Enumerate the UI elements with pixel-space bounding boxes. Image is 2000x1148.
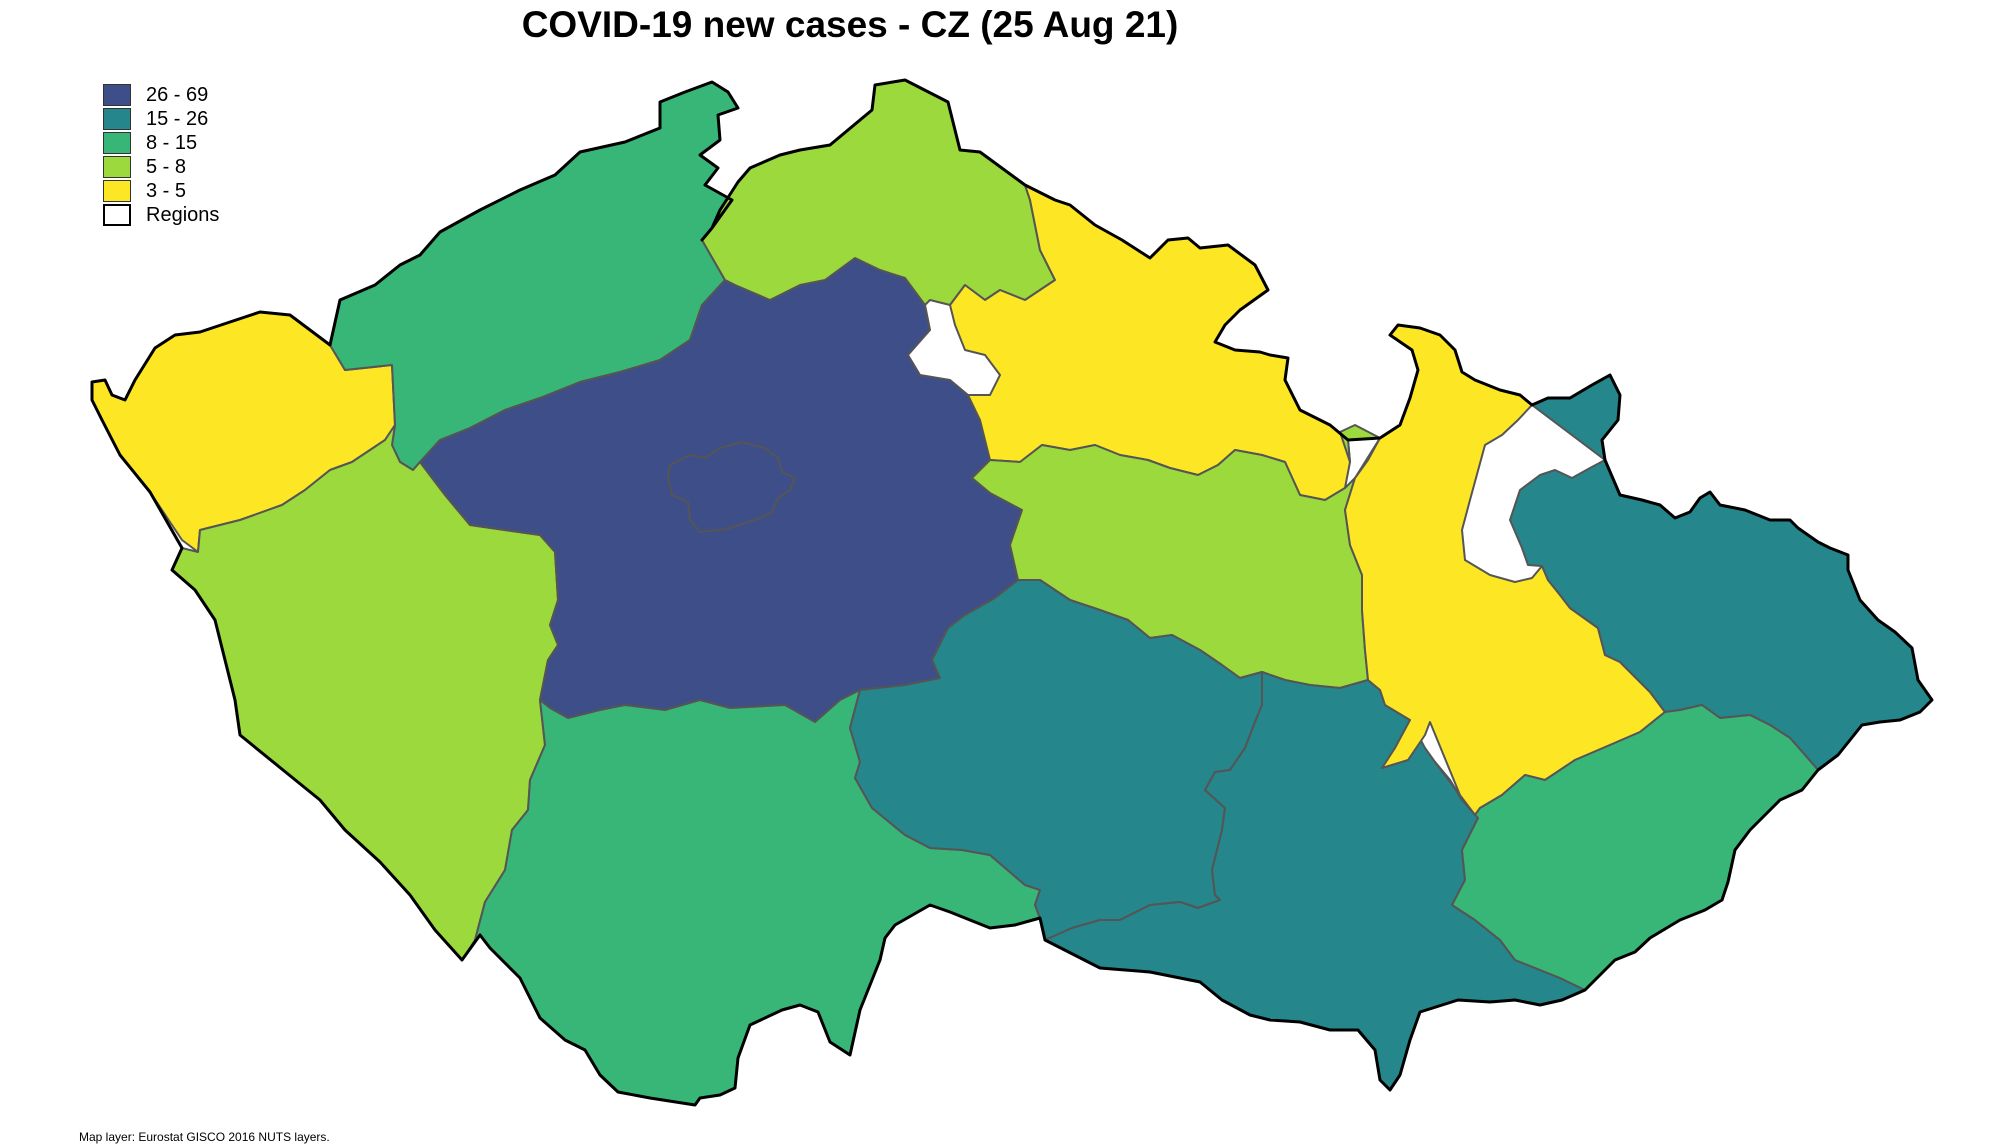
- legend-label: 15 - 26: [146, 107, 209, 130]
- legend-item: 15 - 26: [103, 107, 219, 131]
- legend-swatch: [103, 84, 131, 106]
- legend-label: 5 - 8: [146, 155, 187, 178]
- legend-swatch: [103, 108, 131, 130]
- legend: 26 - 69 15 - 26 8 - 15 5 - 8 3 - 5 Regio…: [103, 83, 219, 227]
- legend-swatch: [103, 132, 131, 154]
- legend-label: Regions: [146, 203, 220, 226]
- country-border: [90, 78, 1934, 1107]
- region-prague-outline: [667, 441, 796, 533]
- legend-item: 26 - 69: [103, 83, 219, 107]
- legend-swatch: [103, 180, 131, 202]
- legend-item: 3 - 5: [103, 179, 219, 203]
- map-title: COVID-19 new cases - CZ (25 Aug 21): [521, 4, 1179, 45]
- legend-label: 8 - 15: [146, 131, 198, 154]
- map-credit: Map layer: Eurostat GISCO 2016 NUTS laye…: [79, 1130, 330, 1144]
- legend-swatch: [103, 156, 131, 178]
- legend-item: Regions: [103, 203, 219, 227]
- legend-label: 3 - 5: [146, 179, 187, 202]
- legend-swatch: [103, 204, 131, 226]
- legend-item: 8 - 15: [103, 131, 219, 155]
- legend-label: 26 - 69: [146, 83, 209, 106]
- legend-item: 5 - 8: [103, 155, 219, 179]
